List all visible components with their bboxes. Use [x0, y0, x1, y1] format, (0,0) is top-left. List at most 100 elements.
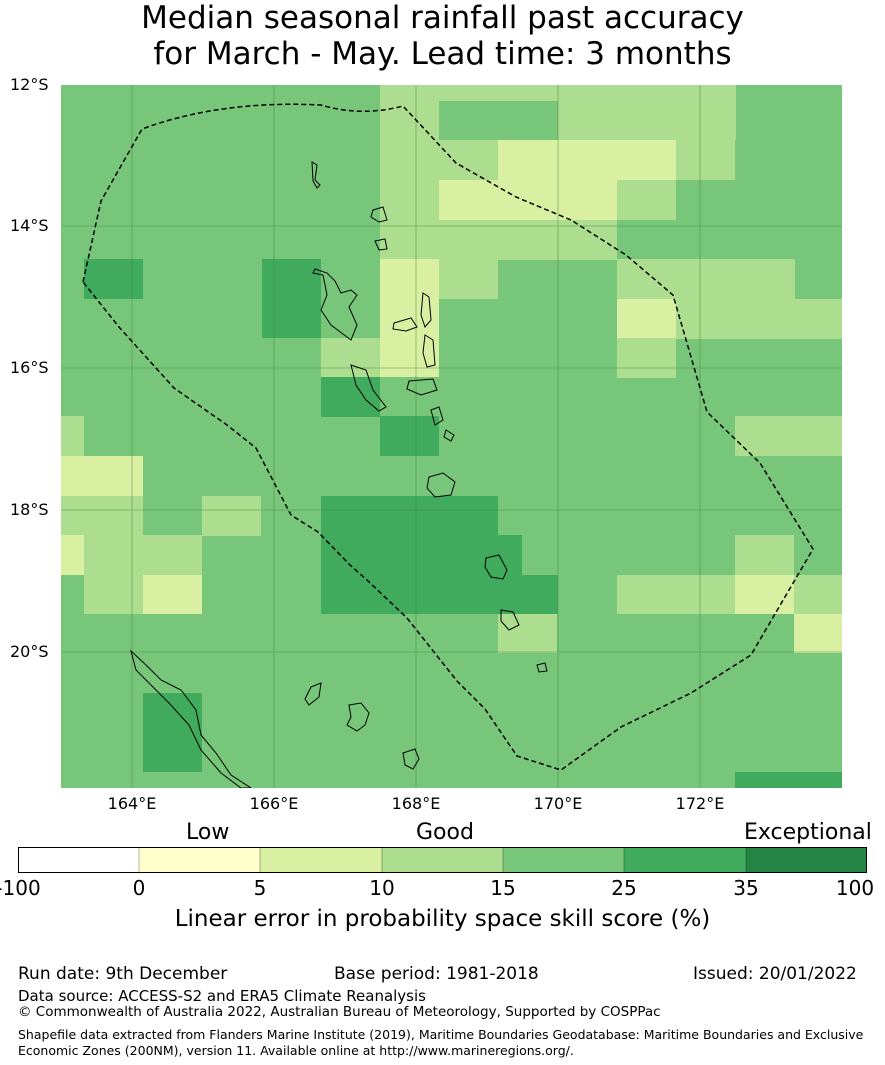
colorbar-tick: 15 — [490, 876, 516, 900]
cell — [735, 772, 842, 788]
island-torres — [311, 161, 321, 189]
island-espiritu-santo — [312, 268, 358, 341]
cell — [498, 614, 557, 653]
island-vanua-lava — [370, 206, 388, 223]
colorbar-segment — [260, 847, 382, 873]
cell — [676, 299, 842, 339]
shapefile-credit: Shapefile data extracted from Flanders M… — [18, 1027, 864, 1058]
skill-map — [61, 85, 842, 788]
issued-date: Issued: 20/01/2022 — [693, 964, 857, 984]
island-ambae — [392, 317, 418, 332]
islands — [130, 161, 548, 788]
cell — [439, 496, 498, 536]
lon-label: 168°E — [391, 794, 441, 813]
cell — [84, 259, 143, 299]
island-tanna — [500, 609, 520, 631]
lon-label: 172°E — [675, 794, 725, 813]
cell — [143, 575, 202, 614]
cell — [617, 575, 735, 614]
cell — [617, 299, 676, 339]
colorbar-tick: 10 — [369, 876, 395, 900]
cell — [794, 614, 842, 653]
category-exceptional: Exceptional — [744, 820, 872, 845]
data-source: Data source: ACCESS-S2 and ERA5 Climate … — [18, 987, 426, 1005]
colorbar-segment — [382, 847, 503, 873]
cell — [321, 377, 380, 417]
colorbar-segment — [624, 847, 746, 873]
map-title: Median seasonal rainfall past accuracy f… — [0, 0, 885, 72]
cell — [262, 259, 321, 338]
island-maewo — [420, 292, 432, 328]
cell — [558, 85, 736, 140]
title-line-2: for March - May. Lead time: 3 months — [153, 36, 732, 72]
title-line-1: Median seasonal rainfall past accuracy — [141, 0, 744, 36]
colorbar-segment — [746, 847, 867, 873]
skill-cells — [61, 85, 842, 788]
island-new-caledonia — [130, 649, 252, 788]
cell — [380, 101, 439, 259]
cell — [735, 416, 842, 456]
cell — [321, 496, 439, 536]
lat-label: 16°S — [10, 358, 49, 377]
cell — [617, 259, 795, 299]
colorbar-tick: 35 — [733, 876, 759, 900]
island-malekula — [350, 364, 387, 412]
island-efate — [426, 472, 456, 498]
cell — [617, 338, 676, 378]
category-low: Low — [186, 820, 230, 845]
cell — [498, 140, 676, 180]
island-loyalty-3 — [402, 748, 420, 770]
lat-label: 18°S — [10, 500, 49, 519]
island-epi — [430, 406, 444, 426]
cell — [676, 140, 735, 180]
island-ambrym — [406, 378, 438, 396]
colorbar-tick: 100 — [835, 876, 875, 900]
cell — [321, 338, 380, 378]
cell — [735, 575, 794, 614]
colorbar-tick: 5 — [253, 876, 267, 900]
lon-label: 166°E — [249, 794, 299, 813]
lat-label: 20°S — [10, 642, 49, 661]
run-date: Run date: 9th December — [18, 964, 228, 984]
colorbar-label: Linear error in probability space skill … — [174, 906, 711, 932]
cell — [321, 575, 558, 614]
cell — [439, 220, 617, 260]
cell — [321, 535, 522, 575]
island-shepherd — [443, 429, 455, 442]
cell — [84, 575, 143, 614]
eez-boundary — [82, 103, 814, 771]
cell — [61, 416, 84, 456]
cell — [202, 496, 261, 536]
cell — [61, 456, 143, 496]
base-period: Base period: 1981-2018 — [334, 964, 539, 984]
colorbar-tick: 25 — [611, 876, 637, 900]
cell — [439, 140, 498, 180]
cell — [380, 85, 558, 101]
island-loyalty-2 — [346, 702, 370, 732]
cell — [380, 416, 439, 456]
cell — [439, 180, 617, 220]
colorbar-tick: -100 — [0, 876, 41, 900]
cell — [617, 180, 676, 220]
colorbar-segment — [18, 847, 139, 873]
colorbar-tick: 0 — [132, 876, 146, 900]
colorbar-segment — [139, 847, 260, 873]
cell — [794, 575, 842, 614]
colorbar-segment — [503, 847, 624, 873]
lon-label: 164°E — [107, 794, 157, 813]
island-erromango — [484, 554, 508, 580]
cell — [84, 535, 202, 575]
copyright: © Commonwealth of Australia 2022, Austra… — [18, 1004, 661, 1020]
island-pentecost — [422, 334, 436, 368]
lat-label: 12°S — [10, 75, 49, 94]
gridlines — [61, 85, 842, 788]
cell — [439, 259, 498, 299]
category-good: Good — [416, 820, 474, 845]
island-loyalty-1 — [304, 682, 322, 706]
cell — [61, 496, 143, 536]
lon-label: 170°E — [533, 794, 583, 813]
cell — [735, 535, 794, 575]
lat-label: 14°S — [10, 216, 49, 235]
cell — [61, 535, 84, 575]
colorbar — [18, 847, 867, 873]
